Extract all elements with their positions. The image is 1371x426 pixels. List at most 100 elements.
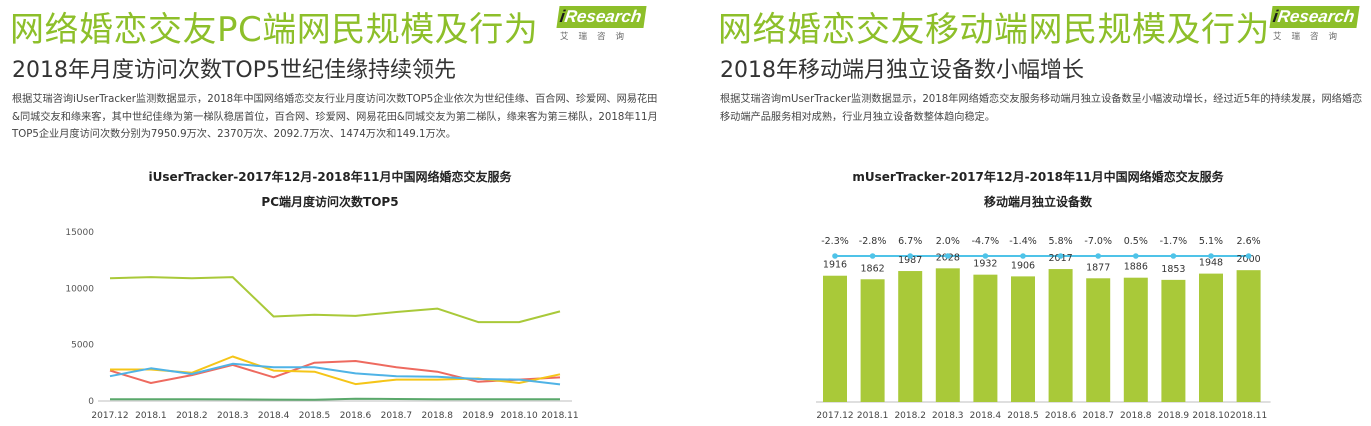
x-tick-label: 2018.8 (422, 411, 454, 421)
x-tick-label: 2018.7 (381, 411, 413, 421)
growth-rate-label: 6.7% (898, 236, 922, 247)
x-tick-label: 2018.5 (299, 411, 331, 421)
growth-rate-label: 5.8% (1049, 236, 1073, 247)
series-line-4 (109, 362, 561, 386)
logo-word: Research (1276, 7, 1356, 26)
series-line-5 (109, 397, 560, 401)
growth-point (1020, 253, 1026, 259)
x-tick-label: 2018.4 (970, 411, 1002, 421)
x-tick-label: 2018.6 (1045, 411, 1077, 421)
x-tick-label: 2018.5 (1007, 411, 1039, 421)
y-tick-label: 10000 (65, 284, 94, 294)
growth-point (1133, 253, 1139, 259)
bar-value-label: 2000 (1237, 254, 1261, 265)
logo-sub: 艾瑞咨询 (1273, 32, 1348, 42)
growth-point (1057, 253, 1064, 259)
x-tick-label: 2017.12 (816, 411, 853, 421)
x-tick-label: 2018.10 (1192, 411, 1229, 421)
bar (973, 274, 998, 402)
bar (1123, 277, 1148, 402)
bar-value-label: 1932 (973, 259, 997, 270)
mobile-panel: 网络婚恋交友移动端网民规模及行为 iResearch 艾瑞咨询 2018年移动端… (718, 0, 1371, 426)
x-tick-label: 2018.6 (340, 411, 372, 421)
x-tick-label: 2018.4 (258, 411, 290, 421)
bar-value-label: 1987 (898, 255, 922, 266)
growth-point (1170, 253, 1177, 259)
growth-rate-label: -1.4% (1009, 236, 1037, 247)
description-text: 根据艾瑞咨询iUserTracker监测数据显示，2018年中国网络婚恋交友行业… (12, 94, 658, 140)
chart-title: iUserTracker-2017年12月-2018年11月中国网络婚恋交友服务… (10, 165, 650, 215)
iresearch-logo: iResearch 艾瑞咨询 (1269, 0, 1365, 48)
x-tick-label: 2018.9 (1158, 411, 1190, 421)
bar (1048, 269, 1073, 402)
bar (898, 271, 923, 402)
x-tick-label: 2018.8 (1120, 411, 1152, 421)
growth-point (1245, 253, 1252, 259)
growth-rate-label: -4.7% (972, 236, 1000, 247)
growth-rate-label: 0.5% (1124, 236, 1148, 247)
chart-title: mUserTracker-2017年12月-2018年11月中国网络婚恋交友服务… (718, 165, 1358, 215)
x-tick-label: 2017.12 (91, 411, 128, 421)
x-tick-label: 2018.3 (932, 411, 964, 421)
x-tick-label: 2018.9 (462, 411, 494, 421)
growth-point (1095, 253, 1101, 259)
growth-rate-label: 5.1% (1199, 236, 1223, 247)
y-tick-label: 0 (88, 397, 94, 407)
pc-panel: 网络婚恋交友PC端网民规模及行为 iResearch 艾瑞咨询 2018年月度访… (10, 0, 675, 426)
growth-rate-label: 2.0% (936, 236, 960, 247)
chart-title-line1: mUserTracker-2017年12月-2018年11月中国网络婚恋交友服务 (852, 170, 1224, 184)
logo-word: Research (563, 7, 643, 26)
bar (935, 268, 960, 402)
bar (1161, 279, 1186, 402)
x-tick-label: 2018.10 (500, 411, 537, 421)
chart-title-line1: iUserTracker-2017年12月-2018年11月中国网络婚恋交友服务 (148, 170, 512, 184)
mobile-devices-bar-chart: 1916 -2.3% 2017.12 1862 -2.8% 2018.1 1987 6.7% 2… (816, 236, 1271, 421)
bar-value-label: 1862 (861, 263, 885, 274)
bar-value-label: 1906 (1011, 260, 1035, 271)
growth-point (982, 253, 989, 259)
x-tick-label: 2018.1 (857, 411, 889, 421)
chart-title-line2: PC端月度访问次数TOP5 (261, 195, 399, 209)
bar (1199, 273, 1223, 402)
x-tick-label: 2018.11 (1230, 411, 1267, 421)
x-tick-label: 2018.11 (541, 411, 578, 421)
page-title: 网络婚恋交友移动端网民规模及行为 (718, 10, 1270, 50)
bar-value-label: 1853 (1161, 264, 1185, 275)
bar (1236, 270, 1261, 402)
growth-point (832, 253, 838, 259)
x-tick-label: 2018.1 (135, 411, 167, 421)
growth-rate-label: -7.0% (1084, 236, 1112, 247)
x-tick-label: 2018.2 (176, 411, 208, 421)
bar-value-label: 1877 (1086, 262, 1110, 273)
page-subtitle: 2018年月度访问次数TOP5世纪佳缘持续领先 (12, 58, 457, 83)
logo-sub: 艾瑞咨询 (560, 32, 635, 42)
growth-rate-label: -2.3% (821, 236, 849, 247)
pc-visits-line-chart: 0 5000 10000 15000 2017.12 2018.1 2018.2 2018.3… (65, 228, 578, 421)
bar (823, 275, 847, 402)
description-text: 根据艾瑞咨询mUserTracker监测数据显示，2018年网络婚恋交友服务移动… (720, 94, 1363, 123)
x-tick-label: 2018.3 (217, 411, 249, 421)
page-subtitle: 2018年移动端月独立设备数小幅增长 (720, 58, 1084, 83)
growth-point (907, 253, 913, 259)
series-line-2 (109, 360, 561, 384)
bar-value-label: 1886 (1124, 262, 1148, 273)
x-tick-label: 2018.2 (894, 411, 926, 421)
y-tick-label: 15000 (65, 228, 94, 238)
iresearch-logo: iResearch 艾瑞咨询 (556, 0, 652, 48)
growth-rate-label: -2.8% (859, 236, 887, 247)
series-line-1 (109, 276, 561, 324)
chart-title-line2: 移动端月独立设备数 (983, 195, 1092, 209)
growth-rate-label: 2.6% (1237, 236, 1261, 247)
bar (1086, 278, 1111, 402)
page-title: 网络婚恋交友PC端网民规模及行为 (10, 10, 539, 50)
y-tick-label: 5000 (71, 341, 94, 351)
bar-value-label: 1916 (823, 260, 847, 271)
growth-point (1208, 253, 1214, 259)
growth-point (945, 253, 951, 259)
growth-point (869, 253, 876, 259)
bar (860, 279, 885, 402)
growth-rate-label: -1.7% (1160, 236, 1188, 247)
bar (1011, 276, 1035, 402)
x-tick-label: 2018.7 (1082, 411, 1114, 421)
bar-value-label: 1948 (1199, 258, 1223, 269)
